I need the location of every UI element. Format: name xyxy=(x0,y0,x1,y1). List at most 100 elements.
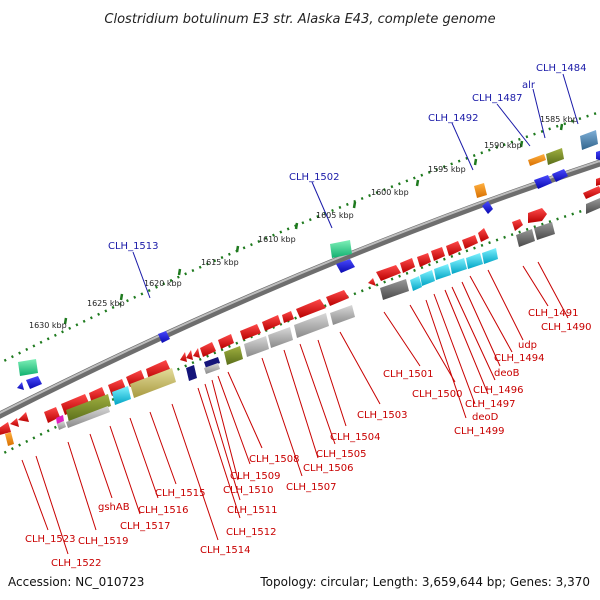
gene-label[interactable]: gshAB xyxy=(98,502,130,513)
gene-label[interactable]: CLH_1519 xyxy=(78,536,129,547)
gene-arrow[interactable] xyxy=(368,278,376,286)
orange-block[interactable] xyxy=(474,183,487,198)
orange-block[interactable] xyxy=(528,154,546,166)
gene-label[interactable]: CLH_1501 xyxy=(383,369,434,380)
gene-arrow[interactable] xyxy=(583,186,600,199)
gene-label[interactable]: deoD xyxy=(472,412,499,423)
gene-arrow[interactable] xyxy=(478,228,489,242)
gray-block[interactable] xyxy=(534,222,555,240)
gene-label[interactable]: CLH_1504 xyxy=(330,432,381,443)
gene-arrow[interactable] xyxy=(240,324,261,340)
magenta-block[interactable] xyxy=(56,415,64,424)
gray-block[interactable] xyxy=(268,327,293,348)
gene-arrow[interactable] xyxy=(218,334,234,349)
navy-block[interactable] xyxy=(204,357,220,368)
gene-arrow[interactable] xyxy=(26,376,42,389)
gray-block[interactable] xyxy=(330,305,355,325)
gene-label[interactable]: CLH_1507 xyxy=(286,482,337,493)
cyan-block[interactable] xyxy=(434,264,451,280)
gene-arrow[interactable] xyxy=(596,175,600,186)
gene-arrow[interactable] xyxy=(596,149,600,162)
gene-arrow[interactable] xyxy=(417,253,431,267)
gene-arrow[interactable] xyxy=(193,348,200,358)
gene-arrow[interactable] xyxy=(146,360,171,380)
gene-label[interactable]: CLH_1517 xyxy=(120,521,171,532)
gene-arrow[interactable] xyxy=(262,315,281,331)
gene-arrow[interactable] xyxy=(10,418,19,427)
gene-arrow[interactable] xyxy=(534,175,552,189)
gene-arrow[interactable] xyxy=(512,219,523,231)
orange-block[interactable] xyxy=(5,432,14,446)
gene-arrow[interactable] xyxy=(0,422,11,436)
gene-arrow[interactable] xyxy=(200,342,216,357)
gene-label[interactable]: CLH_1490 xyxy=(541,322,592,333)
gene-label[interactable]: CLH_1510 xyxy=(223,485,274,496)
steel-block[interactable] xyxy=(580,130,598,150)
gene-arrow[interactable] xyxy=(431,247,445,261)
gene-arrow[interactable] xyxy=(482,201,493,214)
gene-arrow[interactable] xyxy=(446,241,462,256)
gene-label[interactable]: CLH_1505 xyxy=(316,449,367,460)
gray-block[interactable] xyxy=(244,336,269,357)
gene-label[interactable]: CLH_1506 xyxy=(303,463,354,474)
gene-label[interactable]: deoB xyxy=(494,368,520,379)
gene-arrow[interactable] xyxy=(296,299,326,318)
gene-label[interactable]: udp xyxy=(518,340,537,351)
gray-block[interactable] xyxy=(294,313,329,338)
olive-block[interactable] xyxy=(546,148,564,165)
gray-block[interactable] xyxy=(204,363,220,374)
gene-label[interactable]: CLH_1511 xyxy=(227,505,278,516)
gene-label[interactable]: CLH_1502 xyxy=(289,172,340,183)
gray-block[interactable] xyxy=(57,421,66,430)
gene-label[interactable]: CLH_1492 xyxy=(428,113,479,124)
gene-label[interactable]: CLH_1514 xyxy=(200,545,251,556)
cyan-block[interactable] xyxy=(466,253,483,269)
gene-label[interactable]: CLH_1500 xyxy=(412,389,463,400)
teal-block[interactable] xyxy=(330,240,352,258)
gene-label[interactable]: CLH_1484 xyxy=(536,63,587,74)
gene-label[interactable]: CLH_1513 xyxy=(108,241,159,252)
gene-arrow[interactable] xyxy=(158,331,170,343)
gene-label[interactable]: CLH_1523 xyxy=(25,534,76,545)
navy-block[interactable] xyxy=(186,365,197,381)
gene-label[interactable]: CLH_1487 xyxy=(472,93,523,104)
gray-block[interactable] xyxy=(380,279,409,300)
gray-block[interactable] xyxy=(516,229,535,247)
gene-label[interactable]: CLH_1512 xyxy=(226,527,277,538)
gene-arrow[interactable] xyxy=(462,235,478,249)
olive-block[interactable] xyxy=(224,346,243,365)
gene-label[interactable]: CLH_1509 xyxy=(230,471,281,482)
khaki-block[interactable] xyxy=(130,368,176,398)
gene-label[interactable]: CLH_1503 xyxy=(357,410,408,421)
cyan-block[interactable] xyxy=(420,270,435,286)
gene-label[interactable]: CLH_1497 xyxy=(465,399,516,410)
gene-arrow[interactable] xyxy=(180,352,187,362)
gene-label[interactable]: CLH_1515 xyxy=(155,488,206,499)
gene-label[interactable]: CLH_1494 xyxy=(494,353,545,364)
gene-arrow[interactable] xyxy=(18,412,29,422)
gray-block[interactable] xyxy=(586,198,600,214)
gene-label[interactable]: CLH_1496 xyxy=(473,385,524,396)
gene-arrow[interactable] xyxy=(126,370,145,387)
gene-label[interactable]: CLH_1522 xyxy=(51,558,102,569)
cyan-block[interactable] xyxy=(450,258,467,274)
gene-arrow[interactable] xyxy=(186,350,193,360)
olive-block[interactable] xyxy=(66,394,111,422)
cyan-block[interactable] xyxy=(112,386,131,405)
gene-arrow[interactable] xyxy=(376,265,401,281)
gene-label[interactable]: alr xyxy=(522,80,536,91)
gene-arrow[interactable] xyxy=(282,311,294,323)
gene-arrow[interactable] xyxy=(17,382,24,390)
gene-arrow[interactable] xyxy=(326,290,349,306)
gene-label[interactable]: CLH_1508 xyxy=(249,454,300,465)
gray-block[interactable] xyxy=(66,406,110,428)
cyan-block[interactable] xyxy=(410,276,422,291)
cyan-block[interactable] xyxy=(482,248,498,264)
gene-label[interactable]: CLH_1516 xyxy=(138,505,189,516)
gene-label[interactable]: CLH_1491 xyxy=(528,308,579,319)
gene-arrow[interactable] xyxy=(108,379,126,396)
teal-block[interactable] xyxy=(18,359,38,376)
gene-arrow[interactable] xyxy=(44,407,60,423)
gene-label[interactable]: CLH_1499 xyxy=(454,426,505,437)
gene-arrow[interactable] xyxy=(528,208,547,223)
